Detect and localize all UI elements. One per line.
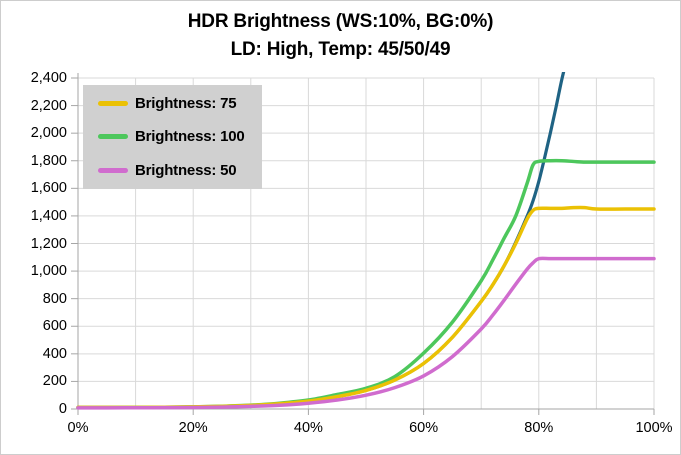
legend-line-sample <box>98 134 128 140</box>
y-axis-label: 400 <box>42 345 67 362</box>
chart-title-line1: HDR Brightness (WS:10%, BG:0%) <box>187 11 494 32</box>
y-axis-label: 2,400 <box>30 70 67 86</box>
x-axis-label: 80% <box>524 420 554 436</box>
legend[interactable]: Brightness: 75 Brightness: 100 Brightness:… <box>83 85 262 189</box>
y-axis-label: 1,800 <box>30 152 67 169</box>
legend-label: Brightness: 50 <box>135 161 237 179</box>
x-axis-label: 40% <box>293 420 323 436</box>
y-axis-label: 1,400 <box>30 207 67 224</box>
series-line-brightness-50[interactable] <box>76 256 656 410</box>
y-axis-label: 0 <box>58 401 67 417</box>
y-axis-label: 600 <box>42 318 67 335</box>
legend-item[interactable]: Brightness: 50 <box>83 162 262 179</box>
y-axis-label: 1,000 <box>30 263 67 280</box>
x-axis-label: 0% <box>67 420 89 436</box>
legend-line-sample <box>98 167 128 173</box>
legend-item[interactable]: Brightness: 75 <box>83 95 262 112</box>
chart-title-line2: LD: High, Temp: 45/50/49 <box>230 39 451 60</box>
legend-label: Brightness: 75 <box>135 95 237 113</box>
y-axis-label: 2,000 <box>30 125 67 142</box>
y-axis-label: 1,200 <box>30 235 67 252</box>
chart-title: HDR Brightness (WS:10%, BG:0%) LD: High,… <box>1 8 680 64</box>
x-axis-label: 60% <box>409 420 439 436</box>
y-axis-label: 2,200 <box>30 97 67 114</box>
y-axis-label: 200 <box>42 373 67 390</box>
x-axis-label: 20% <box>178 420 208 436</box>
legend-line-sample <box>98 101 128 107</box>
x-axis-label: 100% <box>635 420 673 436</box>
y-axis-label: 1,600 <box>30 180 67 197</box>
legend-item[interactable]: Brightness: 100 <box>83 128 262 145</box>
y-axis-label: 800 <box>42 290 67 307</box>
legend-label: Brightness: 100 <box>135 128 245 146</box>
